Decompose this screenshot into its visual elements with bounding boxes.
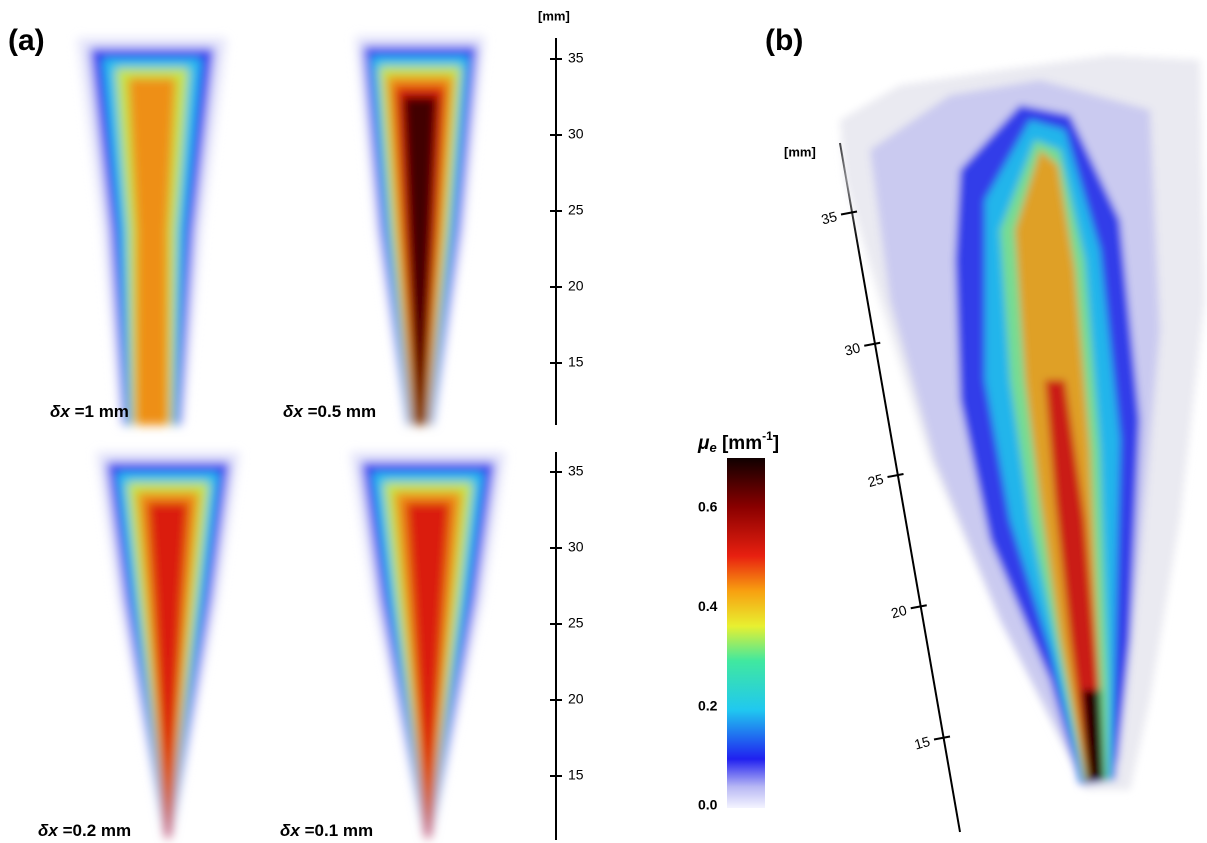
tick-label: 20 bbox=[568, 691, 584, 707]
plume-layer bbox=[1082, 690, 1104, 782]
colorbar-tick-label: 0.4 bbox=[698, 598, 718, 614]
tick-label: 25 bbox=[866, 470, 885, 490]
axis-unit: [mm] bbox=[538, 8, 570, 23]
spray-image bbox=[350, 452, 506, 838]
colorbar-label: μe [mm-1] bbox=[697, 429, 779, 455]
tick-label: 15 bbox=[913, 733, 932, 753]
tick-mark bbox=[864, 341, 881, 347]
colorbar bbox=[727, 458, 765, 808]
spray-layer bbox=[405, 502, 451, 838]
tick-label: 20 bbox=[889, 602, 908, 622]
colorbar-tick-label: 0.6 bbox=[698, 499, 718, 515]
tick-label: 20 bbox=[568, 278, 584, 294]
tick-label: 35 bbox=[568, 50, 584, 66]
tick-label: 30 bbox=[843, 339, 862, 359]
axis-unit: [mm] bbox=[784, 144, 816, 159]
tick-label: 15 bbox=[568, 354, 584, 370]
tick-label: 25 bbox=[568, 615, 584, 631]
colorbar-tick-label: 0.0 bbox=[698, 797, 718, 813]
tick-label: 15 bbox=[568, 767, 584, 783]
tick-mark bbox=[910, 604, 927, 610]
tick-label: 30 bbox=[568, 126, 584, 142]
spray-image bbox=[77, 38, 227, 425]
spray-layer bbox=[147, 502, 189, 838]
spray-layer bbox=[402, 96, 438, 425]
plume-layer bbox=[1045, 380, 1102, 782]
axis-line bbox=[839, 142, 961, 833]
image-label: δx =0.2 mm bbox=[38, 821, 131, 840]
spray-image bbox=[96, 452, 240, 838]
image-label: δx =0.1 mm bbox=[280, 821, 373, 840]
tick-label: 25 bbox=[568, 202, 584, 218]
tick-mark bbox=[840, 210, 858, 216]
plume-3d bbox=[840, 55, 1205, 790]
colorbar-tick-label: 0.2 bbox=[698, 697, 718, 713]
panel-label: (b) bbox=[765, 24, 803, 57]
panel-label: (a) bbox=[8, 24, 45, 57]
tick-label: 35 bbox=[820, 208, 839, 228]
image-label: δx =1 mm bbox=[50, 402, 129, 421]
tick-label: 30 bbox=[568, 539, 584, 555]
tick-mark bbox=[887, 473, 904, 478]
image-label: δx =0.5 mm bbox=[283, 402, 376, 421]
tick-mark bbox=[933, 735, 951, 741]
spray-image bbox=[355, 36, 485, 425]
tick-label: 35 bbox=[568, 463, 584, 479]
spray-layer bbox=[128, 78, 176, 425]
spray-images bbox=[77, 36, 506, 838]
